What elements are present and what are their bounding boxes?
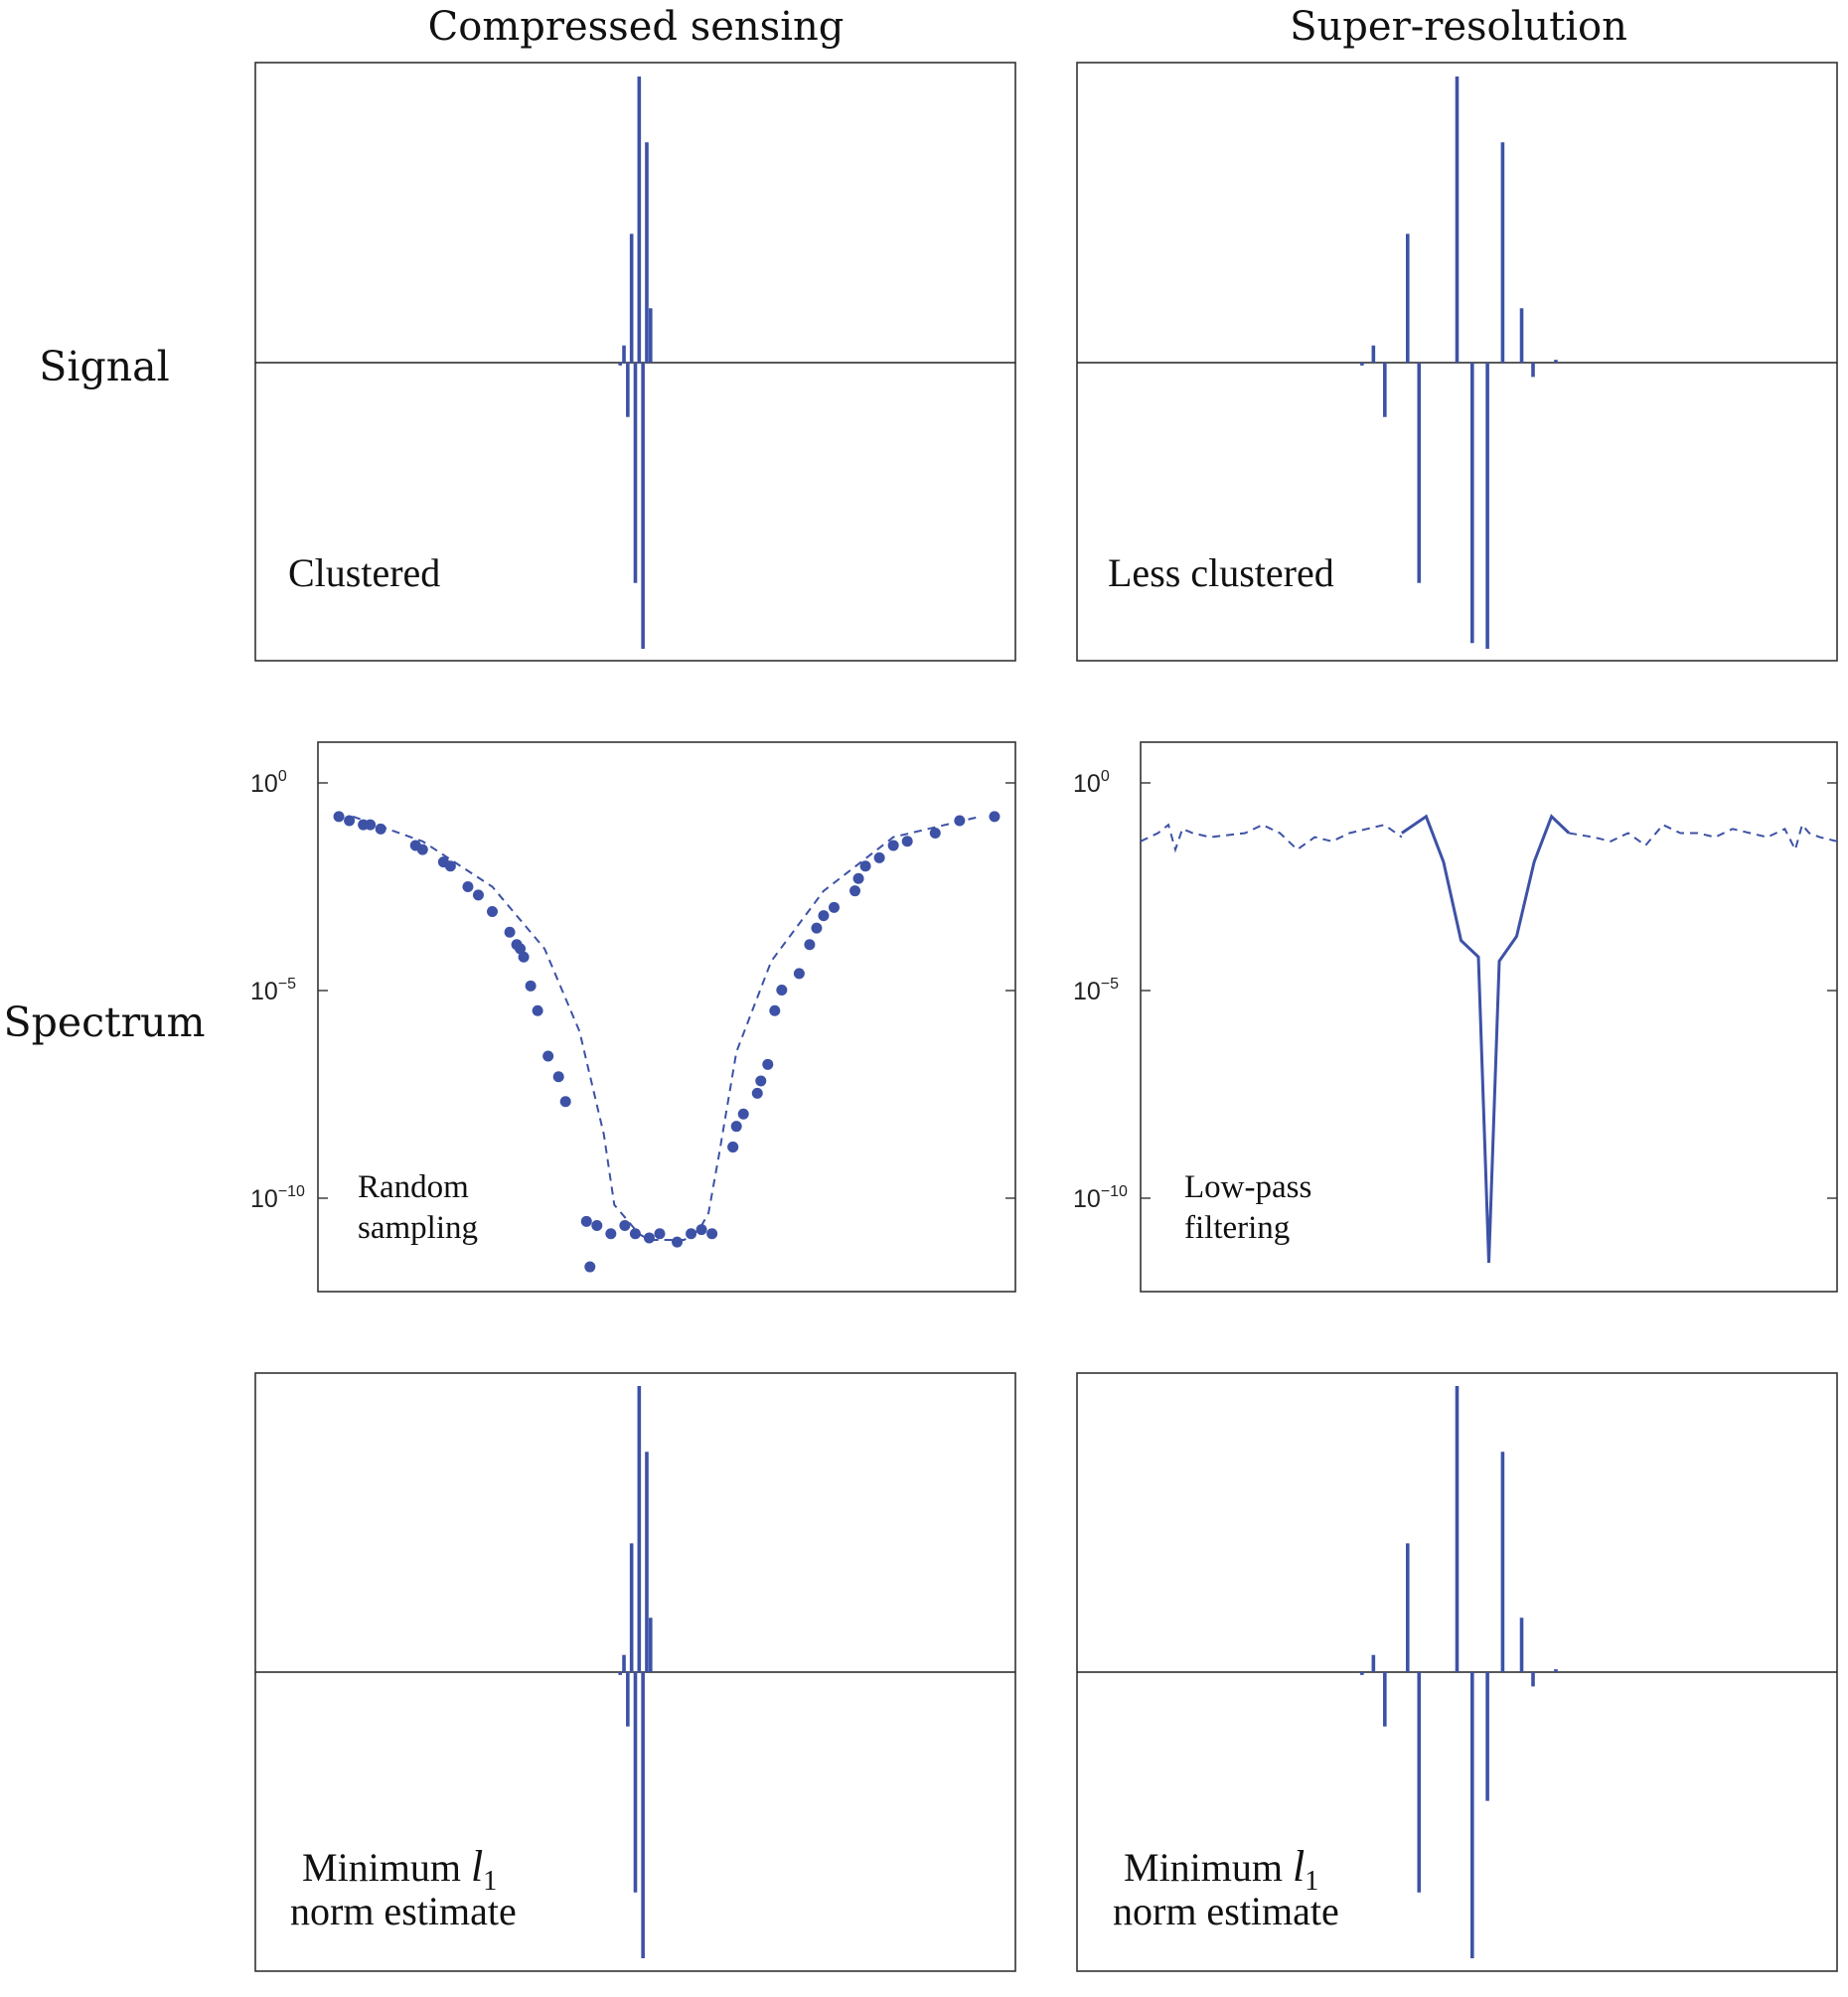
annotation-low-pass: Low-pass (1184, 1169, 1311, 1205)
data-point (804, 939, 816, 951)
data-point (375, 823, 386, 835)
panel-sr-spectrum (1140, 741, 1838, 1293)
data-point (828, 901, 840, 913)
data-point (444, 860, 456, 872)
series-cs-spectrum (333, 811, 1001, 1273)
annotation-sampling: sampling (358, 1210, 478, 1246)
annotation-l-symbol: l (1293, 1842, 1305, 1891)
data-point (793, 968, 805, 980)
data-point (580, 1215, 592, 1227)
data-point (619, 1219, 631, 1231)
data-point (559, 1096, 571, 1108)
data-point (525, 980, 537, 992)
row-title-signal: Signal (39, 343, 169, 390)
annotation-minimum-l1-sr: Minimum l1 (1124, 1842, 1318, 1897)
data-point (887, 840, 899, 851)
data-point (859, 860, 871, 872)
ytick-label-cs-0: 100 (250, 768, 287, 798)
series-line (352, 815, 982, 1241)
data-point (776, 984, 788, 996)
annotation-norm-estimate-cs: norm estimate (290, 1889, 517, 1933)
panel-sr-signal (1076, 62, 1838, 662)
ytick-label-cs-minus10: 10−10 (250, 1183, 305, 1213)
data-point (769, 1004, 781, 1016)
column-title-compressed-sensing: Compressed sensing (428, 4, 845, 50)
annotation-clustered: Clustered (288, 550, 440, 595)
data-point (416, 844, 428, 855)
data-point (333, 811, 345, 823)
data-point (518, 951, 530, 963)
data-point (730, 1121, 742, 1133)
ytick-label-sr-minus5: 10−5 (1073, 976, 1119, 1005)
data-point (542, 1050, 554, 1062)
data-point (462, 881, 474, 893)
data-point (365, 819, 377, 831)
series-line (1401, 814, 1571, 1263)
data-point (706, 1228, 718, 1240)
data-point (852, 872, 864, 884)
column-title-super-resolution: Super-resolution (1290, 4, 1627, 50)
annotation-subscript: 1 (1305, 1866, 1318, 1897)
data-point (344, 815, 356, 827)
annotation-l-symbol: l (471, 1842, 483, 1891)
data-point (737, 1108, 749, 1120)
data-point (629, 1228, 641, 1240)
annotation-norm-estimate-sr: norm estimate (1113, 1889, 1339, 1933)
data-point (751, 1087, 763, 1099)
stems-sr-estimate (1360, 1386, 1558, 1958)
annotation-subscript: 1 (483, 1866, 497, 1897)
data-point (605, 1228, 617, 1240)
data-point (727, 1141, 739, 1152)
panel-cs-spectrum (317, 741, 1016, 1293)
data-point (591, 1219, 603, 1231)
series-line (1140, 823, 1403, 853)
data-point (989, 811, 1001, 823)
series-line (1568, 823, 1838, 852)
stems-cs-estimate (618, 1386, 653, 1958)
data-point (504, 926, 516, 938)
data-point (762, 1058, 774, 1070)
annotation-minimum-text: Minimum (1124, 1845, 1293, 1890)
row-title-spectrum: Spectrum (4, 998, 206, 1046)
data-point (873, 851, 885, 863)
data-point (672, 1236, 684, 1248)
data-point (643, 1232, 655, 1244)
data-point (654, 1228, 666, 1240)
data-point (929, 827, 941, 839)
data-point (849, 885, 861, 897)
panel-cs-signal (254, 62, 1016, 662)
data-point (818, 910, 830, 922)
data-point (686, 1228, 697, 1240)
annotation-filtering: filtering (1184, 1210, 1290, 1246)
data-point (552, 1071, 564, 1083)
data-point (901, 836, 913, 847)
series-sr-spectrum (1140, 814, 1838, 1263)
stems-sr-signal (1360, 77, 1558, 649)
data-point (695, 1224, 707, 1236)
data-point (755, 1075, 767, 1087)
data-point (472, 889, 484, 901)
annotation-less-clustered: Less clustered (1108, 550, 1334, 595)
data-point (515, 943, 527, 955)
data-point (584, 1261, 596, 1273)
annotation-random: Random (358, 1169, 469, 1205)
ytick-label-cs-minus5: 10−5 (250, 976, 296, 1005)
ytick-label-sr-minus10: 10−10 (1073, 1183, 1128, 1213)
data-point (487, 905, 498, 917)
ytick-label-sr-0: 100 (1073, 768, 1110, 798)
annotation-minimum-l1-cs: Minimum l1 (302, 1842, 497, 1897)
data-point (811, 922, 823, 934)
annotation-minimum-text: Minimum (302, 1845, 471, 1890)
data-point (954, 815, 966, 827)
data-point (532, 1004, 543, 1016)
stems-cs-signal (618, 77, 653, 649)
